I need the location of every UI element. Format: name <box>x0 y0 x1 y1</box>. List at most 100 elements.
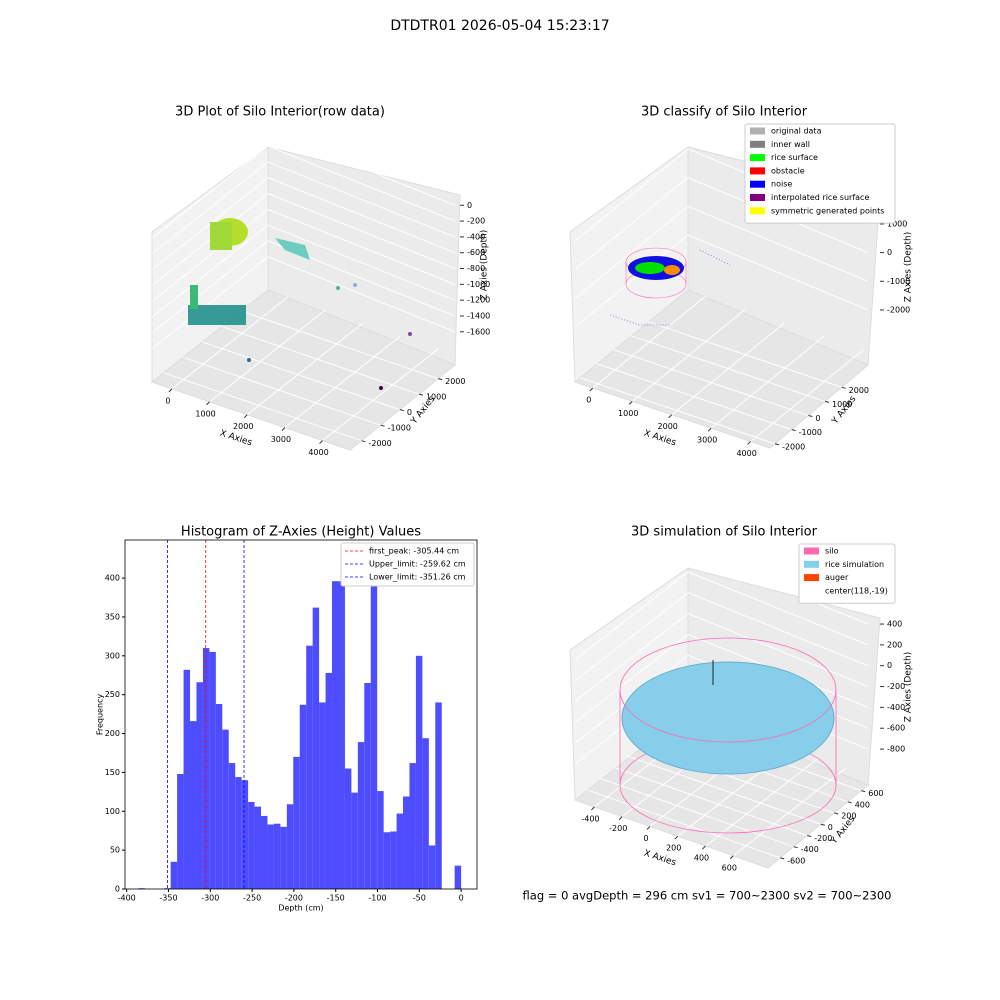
x-axis-label: X Axies <box>642 429 677 449</box>
noise <box>609 314 670 326</box>
legend-swatch <box>804 547 819 555</box>
legend-label: center(118,-19) <box>825 586 888 595</box>
bar <box>364 683 371 889</box>
tick-mark <box>618 816 623 820</box>
tick-mark <box>847 801 852 804</box>
tick-mark <box>243 414 248 419</box>
bar <box>332 581 339 889</box>
legend-box <box>798 543 896 604</box>
tick-mark <box>808 415 813 418</box>
plot-title: Histogram of Z-Axies (Height) Values <box>181 525 421 540</box>
tick-mark <box>824 400 830 403</box>
point-cloud <box>210 222 232 250</box>
grid-line <box>574 612 869 702</box>
legend-label: Lower_limit: -351.26 cm <box>369 573 466 582</box>
z-tick-label: 200 <box>887 640 902 649</box>
y-tick-label: -1000 <box>799 428 822 437</box>
x-tick-label: 2000 <box>658 422 678 431</box>
tick-mark <box>418 393 424 396</box>
grid-line <box>574 592 869 682</box>
grid-line <box>614 767 808 836</box>
z-tick-label: 400 <box>887 620 902 629</box>
bar <box>248 801 255 889</box>
bar <box>170 861 178 889</box>
figure-title: DTDTR01 2026-05-04 15:23:17 <box>390 18 609 34</box>
z-tick-label: 0 <box>467 201 472 210</box>
point <box>353 283 357 287</box>
tick-mark <box>707 427 712 432</box>
legend-label: noise <box>771 180 792 189</box>
bar <box>183 669 191 889</box>
tick-mark <box>780 857 785 860</box>
grid-line <box>171 296 289 390</box>
bar <box>241 780 249 889</box>
x-tick-label: 400 <box>694 853 709 862</box>
grid-line <box>151 177 456 271</box>
grid-line <box>151 129 456 223</box>
bar <box>235 777 242 889</box>
x-tick-label: 1000 <box>618 409 638 418</box>
tick-mark <box>793 846 798 849</box>
z-tick-label: -600 <box>467 248 485 257</box>
y-tick-label: -1000 <box>388 424 411 433</box>
y-tick-label: -600 <box>787 856 805 865</box>
z-tick-label: -1200 <box>467 296 490 305</box>
z-tick-label: -800 <box>887 745 905 754</box>
y-tick-label: -400 <box>801 845 819 854</box>
legend-label: first_peak: -305.44 cm <box>369 547 459 556</box>
legend-label: obstacle <box>771 166 805 175</box>
y-tick-label: 300 <box>105 651 120 660</box>
bar <box>377 791 384 889</box>
y-tick-label: 200 <box>105 729 120 738</box>
x-tick-label: -250 <box>243 894 261 903</box>
z-tick-label: -1000 <box>467 280 490 289</box>
bar <box>273 823 281 889</box>
y-tick-label: -2000 <box>782 442 805 451</box>
z-tick-label: -200 <box>467 217 485 226</box>
grid-line <box>705 757 819 847</box>
bar <box>286 804 294 889</box>
bar <box>261 815 268 889</box>
z-tick-label: -400 <box>887 703 905 712</box>
grid-line <box>600 778 794 848</box>
point-cloud <box>190 285 198 309</box>
x-axis-label: X Axies <box>218 429 253 449</box>
grid-line <box>646 320 842 388</box>
point <box>336 286 340 290</box>
bar <box>325 672 333 889</box>
z-tick-label: 1000 <box>887 219 907 228</box>
y-tick-label: 350 <box>105 612 120 621</box>
x-tick-label: 1000 <box>195 409 215 418</box>
tick-mark <box>589 387 594 392</box>
grid-line <box>163 372 362 442</box>
x-tick-label: 4000 <box>736 449 756 458</box>
y-tick-label: 1000 <box>426 393 446 402</box>
y-tick-label: 100 <box>105 807 120 816</box>
rice-surface <box>635 262 665 274</box>
y-tick-label: 0 <box>828 823 833 832</box>
bar <box>454 865 462 889</box>
y-tick-label: 50 <box>110 846 120 855</box>
tick-mark <box>399 409 404 412</box>
x-tick-label: 4000 <box>308 448 328 457</box>
z-tick-label: -200 <box>887 682 905 691</box>
pane <box>573 289 869 449</box>
bar <box>196 682 203 889</box>
grid-line <box>613 349 809 417</box>
x-tick-label: -100 <box>368 894 386 903</box>
legend-swatch <box>804 574 819 582</box>
legend-label: silo <box>825 547 839 556</box>
legend-label: inner wall <box>771 140 810 149</box>
z-tick-label: -800 <box>467 264 485 273</box>
tick-mark <box>646 826 651 830</box>
x-tick-label: -400 <box>581 814 599 823</box>
grid-line <box>151 145 456 239</box>
bar <box>222 729 229 889</box>
y-tick-label: 2000 <box>849 386 869 395</box>
tick-mark <box>841 386 846 389</box>
tick-mark <box>861 790 866 793</box>
x-tick-label: -300 <box>201 894 219 903</box>
silo <box>619 637 837 743</box>
x-tick-label: -350 <box>159 894 177 903</box>
x-tick-label: -150 <box>327 894 345 903</box>
